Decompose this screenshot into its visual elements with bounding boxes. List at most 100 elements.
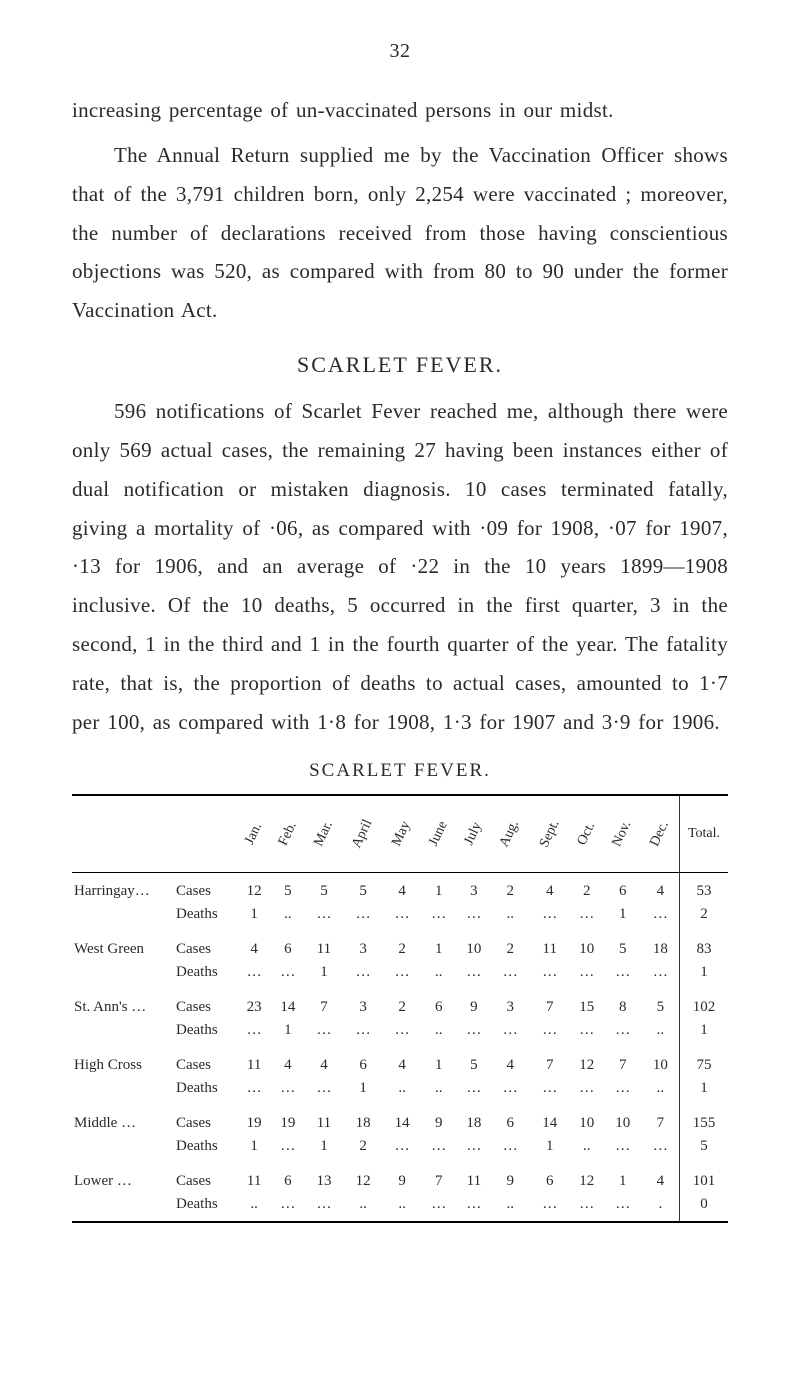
cell: … <box>457 961 491 989</box>
cell: .. <box>238 1193 270 1222</box>
cell: … <box>491 1019 530 1047</box>
row-label: Harringay… <box>72 872 176 903</box>
cell: 4 <box>238 931 270 961</box>
cell: 4 <box>384 1047 421 1077</box>
table-head: Jan. Feb. Mar. April May June July Aug. … <box>72 795 728 873</box>
body-text-block-1: increasing percentage of un-vaccinated p… <box>72 91 728 330</box>
cell: 19 <box>238 1105 270 1135</box>
header-month-dec: Dec. <box>648 818 674 848</box>
table-header-row: Jan. Feb. Mar. April May June July Aug. … <box>72 795 728 873</box>
row-sublabel-deaths: Deaths <box>176 1077 238 1105</box>
header-month: Sept. <box>530 795 570 873</box>
cell: 53 <box>680 872 729 903</box>
cell: 1 <box>604 903 642 931</box>
cell: 11 <box>530 931 570 961</box>
cell: … <box>642 903 680 931</box>
row-sublabel-cases: Cases <box>176 1047 238 1077</box>
row-sublabel-deaths: Deaths <box>176 1135 238 1163</box>
row-sublabel-cases: Cases <box>176 872 238 903</box>
cell: 8 <box>604 989 642 1019</box>
header-month: Nov. <box>604 795 642 873</box>
cell: 2 <box>491 931 530 961</box>
cell: 1 <box>342 1077 383 1105</box>
cell: … <box>420 1135 457 1163</box>
table-row: Lower …Cases11613129711961214101 <box>72 1163 728 1193</box>
cell: … <box>604 1193 642 1222</box>
header-empty-rowlabel <box>72 795 176 873</box>
cell: 2 <box>384 989 421 1019</box>
cell: 23 <box>238 989 270 1019</box>
row-label-empty <box>72 903 176 931</box>
cell: 1 <box>420 931 457 961</box>
cell: 18 <box>457 1105 491 1135</box>
section-heading: SCARLET FEVER. <box>72 352 728 378</box>
cell: 6 <box>530 1163 570 1193</box>
cell: 75 <box>680 1047 729 1077</box>
cell: … <box>238 1019 270 1047</box>
cell: … <box>238 961 270 989</box>
header-month-jul: July <box>462 820 486 848</box>
paragraph-2: The Annual Return supplied me by the Vac… <box>72 136 728 330</box>
table-row: Deaths…1………..……………..1 <box>72 1019 728 1047</box>
header-empty-sublabel <box>176 795 238 873</box>
cell: 5 <box>270 872 305 903</box>
cell: 7 <box>305 989 342 1019</box>
header-month: July <box>457 795 491 873</box>
row-sublabel-cases: Cases <box>176 989 238 1019</box>
cell: 4 <box>491 1047 530 1077</box>
cell: 3 <box>342 989 383 1019</box>
cell: 2 <box>680 903 729 931</box>
row-label: High Cross <box>72 1047 176 1077</box>
cell: .. <box>570 1135 604 1163</box>
row-label-empty <box>72 1193 176 1222</box>
header-month: Mar. <box>305 795 342 873</box>
cell: .. <box>491 903 530 931</box>
cell: … <box>457 1135 491 1163</box>
cell: 1 <box>680 1019 729 1047</box>
cell: … <box>384 1135 421 1163</box>
cell: … <box>642 961 680 989</box>
cell: 18 <box>642 931 680 961</box>
cell: 14 <box>384 1105 421 1135</box>
header-month-apr: April <box>350 817 377 851</box>
cell: … <box>570 1077 604 1105</box>
cell: 10 <box>570 931 604 961</box>
row-sublabel-cases: Cases <box>176 1163 238 1193</box>
cell: … <box>491 1077 530 1105</box>
cell: … <box>305 1193 342 1222</box>
cell: 83 <box>680 931 729 961</box>
cell: … <box>420 903 457 931</box>
cell: 155 <box>680 1105 729 1135</box>
cell: .. <box>420 1019 457 1047</box>
table-row: Deaths1..……………..……1…2 <box>72 903 728 931</box>
cell: 5 <box>305 872 342 903</box>
cell: 6 <box>270 1163 305 1193</box>
cell: 4 <box>384 872 421 903</box>
cell: 11 <box>305 1105 342 1135</box>
cell: 9 <box>457 989 491 1019</box>
row-sublabel-cases: Cases <box>176 1105 238 1135</box>
cell: 1 <box>420 1047 457 1077</box>
header-month-oct: Oct. <box>575 820 600 848</box>
cell: .. <box>384 1077 421 1105</box>
cell: 7 <box>530 1047 570 1077</box>
cell: 5 <box>342 872 383 903</box>
cell: .. <box>384 1193 421 1222</box>
row-label-empty <box>72 1135 176 1163</box>
cell: … <box>491 1135 530 1163</box>
cell: 4 <box>642 872 680 903</box>
cell: 1 <box>305 961 342 989</box>
cell: 4 <box>642 1163 680 1193</box>
cell: 1 <box>270 1019 305 1047</box>
cell: 9 <box>420 1105 457 1135</box>
header-month: Aug. <box>491 795 530 873</box>
cell: 7 <box>530 989 570 1019</box>
header-month-sep: Sept. <box>536 817 562 849</box>
cell: 2 <box>384 931 421 961</box>
cell: 12 <box>342 1163 383 1193</box>
header-month-nov: Nov. <box>610 818 636 849</box>
cell: … <box>604 1077 642 1105</box>
cell: 11 <box>457 1163 491 1193</box>
cell: 3 <box>457 872 491 903</box>
cell: … <box>530 903 570 931</box>
